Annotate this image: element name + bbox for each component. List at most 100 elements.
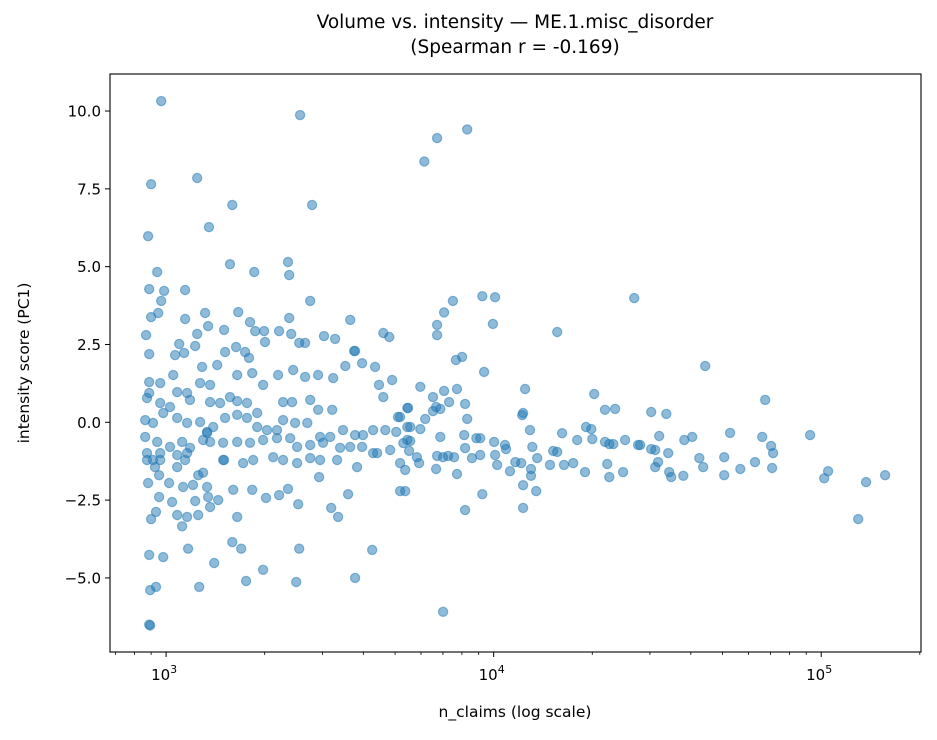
data-point <box>261 424 273 436</box>
data-point <box>415 423 426 435</box>
data-point <box>860 476 872 488</box>
data-point <box>167 369 179 381</box>
data-point <box>244 316 256 328</box>
data-point <box>326 502 337 514</box>
data-point <box>289 417 301 429</box>
data-point <box>459 442 471 454</box>
data-point <box>477 291 488 302</box>
data-point <box>431 132 443 144</box>
data-point <box>240 575 252 587</box>
data-point <box>694 452 705 464</box>
data-point <box>589 388 600 400</box>
data-point <box>568 457 579 469</box>
data-point <box>299 337 311 349</box>
data-point <box>259 336 271 348</box>
data-point <box>235 543 247 554</box>
data-point <box>334 442 346 453</box>
data-point <box>367 447 379 459</box>
data-point <box>282 483 294 495</box>
data-point <box>357 429 369 441</box>
data-point <box>373 379 385 391</box>
data-point <box>231 369 243 381</box>
data-point <box>179 284 191 296</box>
data-point <box>273 325 285 337</box>
data-point <box>201 481 213 493</box>
data-point <box>143 376 155 388</box>
data-point <box>572 434 583 446</box>
data-point <box>243 352 255 364</box>
data-point <box>312 369 324 381</box>
data-point <box>285 433 296 444</box>
data-point <box>313 471 325 483</box>
data-point <box>230 341 242 353</box>
data-point <box>192 509 204 521</box>
data-point <box>552 326 563 338</box>
data-point <box>459 398 471 410</box>
data-point <box>204 436 216 448</box>
data-point <box>241 412 253 424</box>
data-point <box>271 433 283 444</box>
data-point <box>430 463 442 475</box>
data-point <box>272 369 284 381</box>
data-point <box>400 464 411 476</box>
chart-title-line1: Volume vs. intensity — ME.1.misc_disorde… <box>317 12 714 33</box>
data-point <box>176 521 188 532</box>
data-point <box>477 489 488 500</box>
data-point <box>227 199 238 211</box>
data-point <box>380 424 391 436</box>
data-point <box>475 449 486 461</box>
data-point <box>171 449 183 461</box>
data-point <box>327 404 338 415</box>
data-point <box>402 402 413 414</box>
data-point <box>314 454 326 466</box>
data-point <box>140 329 152 341</box>
data-point <box>227 536 238 548</box>
data-point <box>735 463 746 475</box>
data-point <box>386 374 398 386</box>
data-point <box>678 470 689 481</box>
data-point <box>291 441 303 453</box>
data-point <box>207 421 219 433</box>
data-point <box>169 349 181 361</box>
data-point <box>384 331 395 343</box>
data-point <box>232 306 244 318</box>
data-point <box>155 295 167 307</box>
data-point <box>356 358 368 369</box>
data-point <box>224 259 236 270</box>
data-point <box>666 471 677 483</box>
data-point <box>719 452 730 463</box>
data-point <box>164 441 176 453</box>
data-point <box>340 360 351 372</box>
data-point <box>219 346 231 358</box>
data-point <box>488 436 500 448</box>
data-point <box>519 383 531 395</box>
data-point <box>241 397 253 409</box>
data-point <box>184 394 196 406</box>
data-point <box>193 581 205 593</box>
data-point <box>299 371 311 383</box>
data-point <box>391 426 402 438</box>
data-point <box>619 434 631 446</box>
data-point <box>337 424 349 436</box>
data-point <box>286 328 297 340</box>
data-point <box>687 431 698 443</box>
data-point <box>154 377 166 389</box>
data-point <box>663 447 674 459</box>
data-point <box>246 484 258 495</box>
data-point <box>345 314 356 326</box>
data-point <box>629 292 640 304</box>
data-point <box>284 312 295 324</box>
data-point <box>400 485 411 497</box>
data-point <box>544 459 556 471</box>
data-point <box>145 178 157 190</box>
data-point <box>462 124 473 135</box>
data-point <box>227 484 239 495</box>
data-point <box>766 462 778 474</box>
data-point <box>244 437 256 448</box>
data-point <box>698 461 709 473</box>
data-point <box>151 436 163 448</box>
data-point <box>525 470 537 481</box>
y-tick-label: 10.0 <box>68 103 101 121</box>
data-point <box>552 446 563 458</box>
data-point <box>218 324 230 336</box>
